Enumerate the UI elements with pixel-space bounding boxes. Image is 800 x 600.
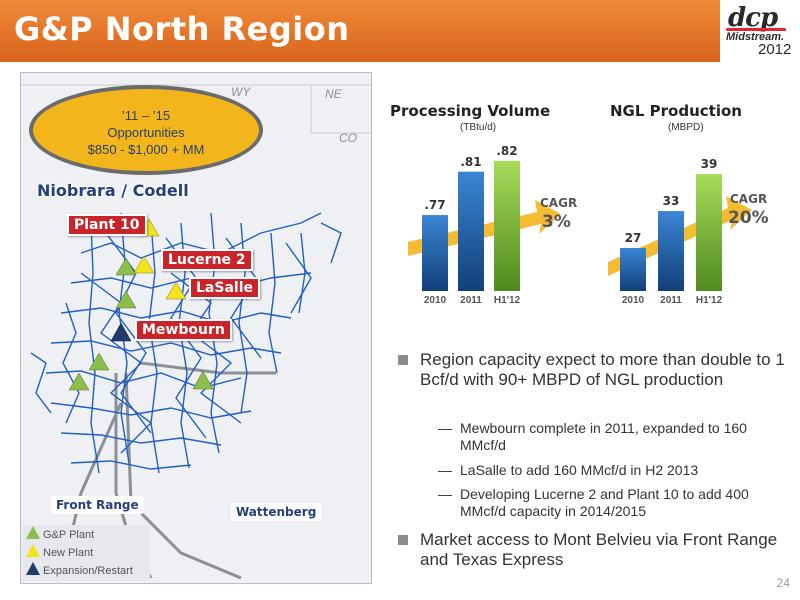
cagr-label: CAGR — [540, 196, 578, 210]
square-bullet-icon — [398, 535, 408, 545]
label-niobrara-codell: Niobrara / Codell — [37, 181, 189, 200]
opportunity-text: ’11 – ’15 Opportunities $850 - $1,000 + … — [33, 107, 259, 158]
bar-h112 — [696, 174, 722, 291]
dash-bullet: — — [438, 486, 452, 502]
x-tick-label: 2010 — [621, 295, 645, 306]
bar-2010 — [620, 247, 646, 291]
square-bullet-icon — [398, 355, 408, 365]
opportunity-oval: ’11 – ’15 Opportunities $850 - $1,000 + … — [29, 85, 263, 175]
bar-2010 — [422, 215, 448, 291]
bar-2011 — [458, 171, 484, 291]
logo-year: 2012 — [758, 41, 792, 58]
chart-title: Processing Volume — [390, 102, 551, 120]
green-triangle-icon — [26, 526, 40, 539]
bar-value-label: 27 — [624, 230, 642, 245]
ngl-production-chart: NGL Production (MBPD) CAGR 20% 27 2010 33 2… — [604, 98, 794, 313]
g-and-p-plant-icon — [115, 290, 137, 309]
navy-triangle-icon — [26, 562, 40, 575]
bullet-text: Region capacity expect to more than doub… — [420, 350, 785, 389]
expansion-restart-icon — [110, 322, 132, 342]
legend-label: Expansion/Restart — [43, 565, 133, 577]
bar-value-label: .77 — [424, 198, 446, 213]
bullet-text: Market access to Mont Belvieu via Front … — [420, 530, 778, 569]
opportunity-amount: $850 - $1,000 + MM — [87, 142, 205, 157]
label-mewbourn: Mewbourn — [135, 319, 232, 341]
sub-bullet-text: Mewbourn complete in 2011, expanded to 1… — [460, 420, 747, 453]
cagr-value: 3% — [542, 212, 571, 232]
bar-h112 — [494, 160, 520, 291]
sub-bullet-text: Developing Lucerne 2 and Plant 10 to add… — [460, 486, 749, 519]
bar-value-label: 33 — [662, 194, 680, 209]
chart-title: NGL Production — [610, 102, 742, 120]
dash-bullet: — — [438, 462, 452, 478]
g-and-p-plant-icon — [115, 257, 137, 276]
bar-2011 — [658, 211, 684, 291]
yellow-triangle-icon — [26, 544, 40, 557]
label-front-range: Front Range — [51, 496, 144, 514]
dash-bullet: — — [438, 420, 452, 436]
new-plant-icon — [165, 281, 187, 300]
label-lucerne-2: Lucerne 2 — [161, 249, 253, 271]
region-map: WY NE CO ’11 – ’15 Opportunities $850 - … — [20, 72, 372, 584]
chart-unit: (TBtu/d) — [460, 122, 497, 133]
x-tick-label: H1'12 — [695, 295, 723, 306]
cagr-label: CAGR — [730, 192, 768, 206]
chart-plot — [408, 160, 561, 291]
logo-subtitle: Midstream. — [726, 31, 785, 43]
legend-item-new-plant: New Plant — [26, 544, 93, 560]
state-label-co: CO — [339, 131, 357, 145]
legend-item-expansion: Expansion/Restart — [26, 562, 133, 578]
bar-value-label: .82 — [496, 143, 518, 158]
page-number: 24 — [776, 576, 790, 590]
sub-bullet-text: LaSalle to add 160 MMcf/d in H2 2013 — [460, 462, 699, 478]
opportunity-label: Opportunities — [107, 125, 185, 140]
map-legend: G&P Plant New Plant Expansion/Restart — [22, 525, 150, 581]
dcp-logo: dcp Midstream. 2012 — [720, 0, 800, 62]
label-wattenberg: Wattenberg — [231, 503, 322, 521]
g-and-p-plant-icon — [68, 372, 90, 391]
label-lasalle: LaSalle — [189, 277, 260, 299]
bar-value-label: .81 — [460, 154, 482, 169]
x-tick-label: H1'12 — [493, 295, 521, 306]
g-and-p-plant-icon — [88, 352, 110, 371]
slide-title: G&P North Region — [14, 10, 350, 48]
state-label-ne: NE — [325, 87, 342, 101]
cagr-value: 20% — [728, 208, 769, 228]
new-plant-icon — [133, 255, 155, 274]
legend-item-gp-plant: G&P Plant — [26, 526, 94, 542]
opportunity-years: ’11 – ’15 — [121, 108, 171, 123]
header-bar: G&P North Region dcp Midstream. 2012 — [0, 0, 800, 62]
state-label-wy: WY — [231, 85, 251, 99]
bar-value-label: 39 — [700, 157, 718, 172]
legend-label: G&P Plant — [43, 529, 95, 541]
x-tick-label: 2011 — [460, 295, 482, 306]
x-tick-label: 2011 — [660, 295, 682, 306]
label-plant-10: Plant 10 — [67, 214, 147, 236]
processing-volume-chart: Processing Volume (TBtu/d) CAGR 3% .77 20… — [388, 98, 588, 313]
chart-unit: (MBPD) — [668, 122, 704, 133]
x-tick-label: 2010 — [423, 295, 447, 306]
g-and-p-plant-icon — [192, 370, 214, 390]
legend-label: New Plant — [43, 547, 94, 559]
chart-plot — [608, 174, 752, 291]
logo-swoosh — [726, 28, 786, 31]
